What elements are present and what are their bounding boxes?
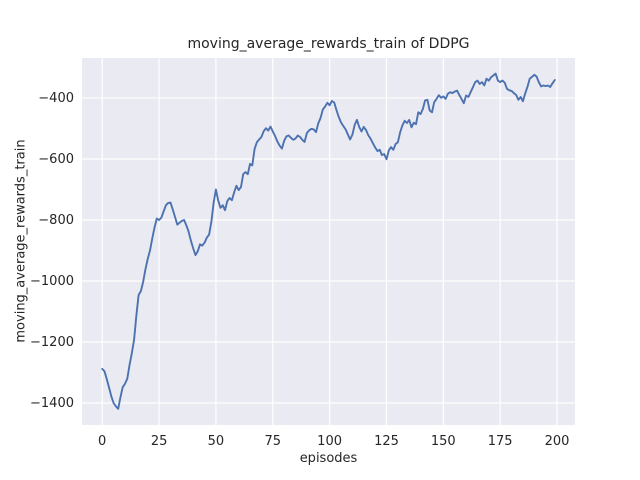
y-tick-label: −1000 [30, 273, 74, 289]
y-tick-label: −800 [38, 212, 74, 228]
y-tick-label: −600 [38, 151, 74, 167]
y-tick-label: −1200 [30, 334, 74, 350]
x-tick-label: 25 [150, 434, 168, 449]
y-tick-label: −1400 [30, 395, 74, 411]
x-tick-label: 175 [487, 434, 513, 449]
x-tick-label: 0 [98, 434, 107, 449]
y-axis-label: moving_average_rewards_train [13, 139, 29, 343]
x-tick-label: 125 [374, 434, 399, 449]
x-tick-label: 50 [207, 434, 225, 449]
plot-area [82, 58, 575, 425]
x-tick-label: 75 [264, 434, 282, 449]
x-tick-label: 100 [317, 434, 342, 449]
data-line-ddpg-rewards [101, 72, 556, 410]
x-tick-label: 150 [430, 434, 456, 449]
x-tick-label: 200 [544, 434, 570, 449]
line-plot-canvas [82, 58, 575, 425]
chart-title: moving_average_rewards_train of DDPG [187, 36, 470, 52]
y-tick-label: −400 [38, 90, 74, 106]
x-axis-label: episodes [299, 451, 358, 466]
